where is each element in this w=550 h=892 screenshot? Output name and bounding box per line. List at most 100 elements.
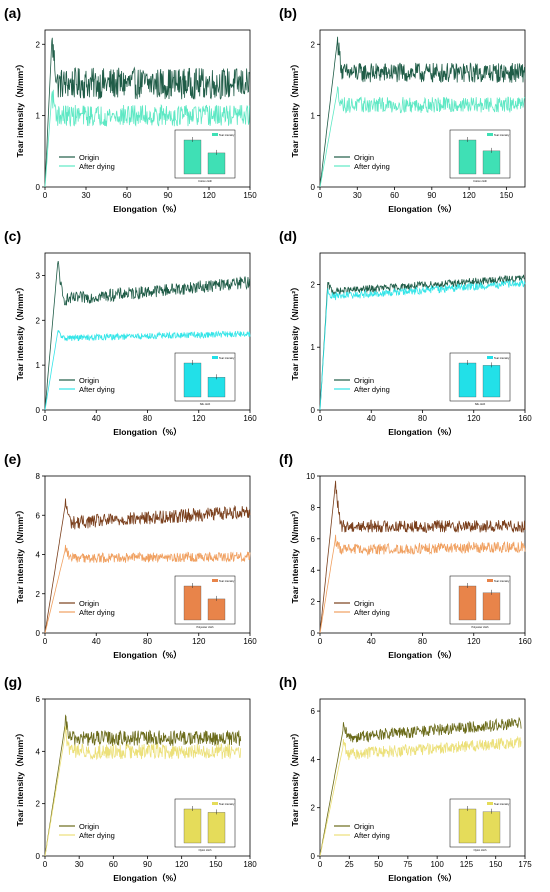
panel-label: (h) <box>279 674 297 690</box>
plot-frame <box>319 29 526 188</box>
y-tick-label: 4 <box>36 551 41 560</box>
y-tick-label: 10 <box>306 472 315 481</box>
y-axis-title: Tear intensity（N/mm²） <box>290 59 300 157</box>
x-tick-label: 150 <box>209 860 223 869</box>
inset-legend-swatch <box>487 356 493 359</box>
panel-label: (e) <box>4 451 21 467</box>
chart-svg: (b) 0 30 60 90 120 150 0 1 2 Elongation（%） Tear int… <box>279 5 526 214</box>
chart-panel: (b) 0 30 60 90 120 150 0 1 2 Elongation（%） Tear int… <box>275 0 550 223</box>
chart-panel: (d) 0 40 80 120 160 0 1 2 Elongation（%） Tear inten… <box>275 223 550 446</box>
x-tick-label: 80 <box>418 637 427 646</box>
panel-label: (b) <box>279 5 297 21</box>
x-tick-label: 160 <box>243 637 257 646</box>
x-tick-label: 25 <box>345 860 354 869</box>
x-tick-label: 120 <box>192 637 206 646</box>
y-tick-label: 4 <box>311 566 316 575</box>
x-tick-label: 0 <box>43 414 48 423</box>
x-tick-label: 0 <box>318 860 323 869</box>
series-line <box>44 261 251 411</box>
series-line <box>44 714 242 857</box>
series-line <box>44 89 250 188</box>
inset-x-label: Nylon cloth <box>199 848 212 852</box>
chart-svg: (e) 0 40 80 120 160 0 2 4 6 8 Elongation（%） Tear int… <box>4 451 257 660</box>
inset-bar <box>482 365 501 398</box>
y-tick-label: 8 <box>311 503 316 512</box>
chart-svg: (d) 0 40 80 120 160 0 1 2 Elongation（%） Tear inten… <box>279 228 532 437</box>
legend-label: After dying <box>79 162 115 171</box>
y-tick-label: 2 <box>36 800 41 809</box>
y-axis-title: Tear intensity（N/mm²） <box>15 282 25 380</box>
x-tick-label: 120 <box>467 637 481 646</box>
x-tick-label: 30 <box>75 860 84 869</box>
y-axis-title: Tear intensity（N/mm²） <box>290 505 300 603</box>
x-tick-label: 120 <box>467 414 481 423</box>
series-line <box>319 279 526 411</box>
inset-legend-label: Tear intensity <box>219 802 235 806</box>
legend-label: After dying <box>79 608 115 617</box>
inset-x-label: Cotton cloth <box>473 179 487 183</box>
y-axis-title: Tear intensity（N/mm²） <box>15 505 25 603</box>
y-tick-label: 4 <box>36 747 41 756</box>
plot-frame <box>44 29 251 188</box>
y-tick-label: 8 <box>36 472 41 481</box>
inset-x-label: Polyester cloth <box>471 625 489 629</box>
series-line <box>319 86 526 188</box>
x-tick-label: 150 <box>500 191 514 200</box>
inset-legend-label: Tear intensity <box>494 356 510 360</box>
y-tick-label: 1 <box>311 343 316 352</box>
series-line <box>44 544 251 634</box>
y-tick-label: 6 <box>36 695 41 704</box>
legend-label: After dying <box>354 385 390 394</box>
inset-x-label: Polyester cloth <box>196 625 214 629</box>
legend-label: Origin <box>354 822 374 831</box>
chart-svg: (h) 0 25 50 75 100 125 150 175 0 2 4 6 Elongation（%） T… <box>279 674 532 883</box>
x-axis-title: Elongation（%） <box>113 873 181 883</box>
y-tick-label: 0 <box>311 852 316 861</box>
x-tick-label: 80 <box>143 414 152 423</box>
y-tick-label: 0 <box>311 629 316 638</box>
inset-legend-label: Tear intensity <box>494 802 510 806</box>
panel-label: (c) <box>4 228 21 244</box>
series-line <box>44 498 251 634</box>
y-axis-title: Tear intensity（N/mm²） <box>15 728 25 826</box>
inset-bar <box>458 585 477 621</box>
x-tick-label: 175 <box>518 860 532 869</box>
x-axis-title: Elongation（%） <box>388 427 456 437</box>
x-tick-label: 80 <box>143 637 152 646</box>
y-tick-label: 0 <box>36 852 41 861</box>
inset-legend-label: Tear intensity <box>494 133 510 137</box>
series-line <box>319 36 526 188</box>
x-tick-label: 0 <box>43 860 48 869</box>
panel-label: (g) <box>4 674 22 690</box>
series-line <box>319 716 522 857</box>
x-tick-label: 75 <box>403 860 412 869</box>
inset-legend-label: Tear intensity <box>494 579 510 583</box>
inset-legend-label: Tear intensity <box>219 356 235 360</box>
inset-x-label: Silk cloth <box>475 402 486 406</box>
x-tick-label: 0 <box>43 191 48 200</box>
inset-x-label: Silk cloth <box>200 402 211 406</box>
inset-legend-swatch <box>487 579 493 582</box>
inset-bar <box>458 808 477 844</box>
x-axis-title: Elongation（%） <box>113 427 181 437</box>
y-tick-label: 6 <box>311 707 316 716</box>
inset-legend-swatch <box>212 802 218 805</box>
x-tick-label: 160 <box>243 414 257 423</box>
inset-x-label: Cotton cloth <box>198 179 212 183</box>
x-tick-label: 60 <box>109 860 118 869</box>
y-axis-title: Tear intensity（N/mm²） <box>15 59 25 157</box>
panel-label: (d) <box>279 228 297 244</box>
x-tick-label: 60 <box>123 191 132 200</box>
chart-panel: (f) 0 40 80 120 160 0 2 4 6 8 10 Elongation（%） Tear i… <box>275 446 550 669</box>
y-tick-label: 6 <box>311 535 316 544</box>
legend-label: Origin <box>79 599 99 608</box>
x-tick-label: 180 <box>243 860 257 869</box>
x-tick-label: 40 <box>367 414 376 423</box>
inset-bar <box>207 152 226 175</box>
y-tick-label: 0 <box>36 629 41 638</box>
x-axis-title: Elongation（%） <box>388 873 456 883</box>
chart-panel: (c) 0 40 80 120 160 0 1 2 3 Elongation（%） Tear inte… <box>0 223 275 446</box>
inset-bar <box>207 812 226 844</box>
inset-bar <box>482 592 501 621</box>
chart-panel: (e) 0 40 80 120 160 0 2 4 6 8 Elongation（%） Tear int… <box>0 446 275 669</box>
